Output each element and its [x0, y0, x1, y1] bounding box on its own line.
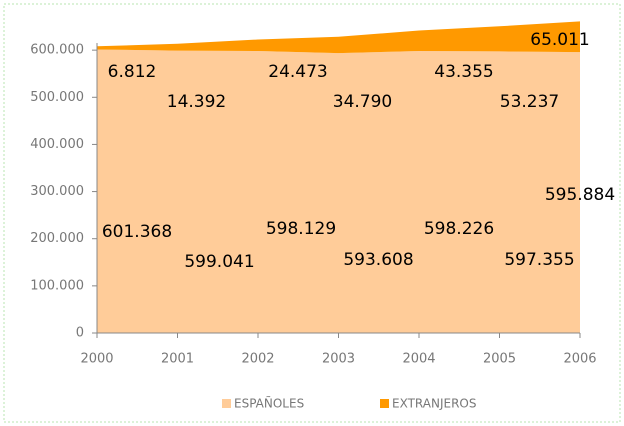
- x-tick-label: 2005: [483, 352, 516, 367]
- value-label: 595.884: [545, 185, 615, 205]
- value-label: 599.041: [184, 252, 254, 272]
- y-tick-label: 400.000: [30, 137, 84, 152]
- value-label: 24.473: [268, 62, 327, 82]
- value-label: 53.237: [500, 92, 559, 112]
- x-tick-label: 2002: [241, 352, 274, 367]
- value-label: 43.355: [434, 62, 493, 82]
- x-tick-label: 2000: [80, 352, 113, 367]
- value-label: 601.368: [102, 222, 172, 242]
- value-label: 598.129: [266, 219, 336, 239]
- value-label: 597.355: [504, 250, 574, 270]
- y-tick-label: 600.000: [30, 43, 84, 58]
- area: [97, 21, 580, 54]
- legend-label: EXTRANJEROS: [392, 397, 476, 411]
- value-label: 593.608: [343, 250, 413, 270]
- legend-label: ESPAÑOLES: [234, 396, 304, 411]
- x-tick-label: 2001: [161, 352, 194, 367]
- value-label: 65.011: [530, 30, 589, 50]
- y-tick-label: 300.000: [30, 184, 84, 199]
- value-label: 14.392: [167, 92, 226, 112]
- value-label: 34.790: [333, 92, 392, 112]
- x-tick-label: 2004: [402, 352, 435, 367]
- x-tick-label: 2006: [563, 352, 596, 367]
- y-tick-label: 200.000: [30, 231, 84, 246]
- value-label: 6.812: [108, 62, 157, 82]
- x-tick-label: 2003: [322, 352, 355, 367]
- y-tick-label: 500.000: [30, 90, 84, 105]
- legend-swatch: [380, 399, 389, 408]
- y-tick-label: 0: [76, 326, 84, 341]
- area: [97, 49, 580, 333]
- legend-swatch: [222, 399, 231, 408]
- y-tick-label: 100.000: [30, 278, 84, 293]
- value-label: 598.226: [424, 219, 494, 239]
